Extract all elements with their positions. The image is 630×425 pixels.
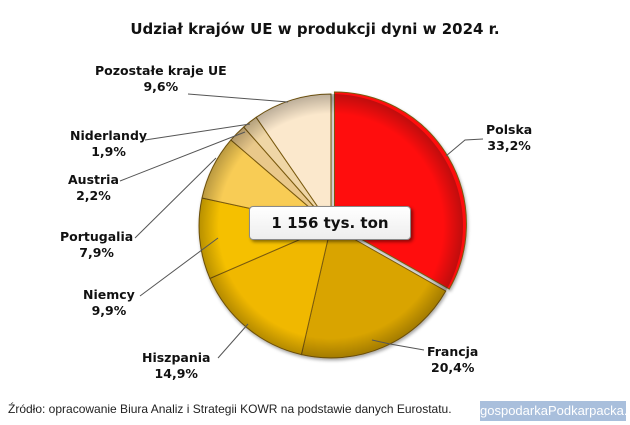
- label-pozostale: Pozostałe kraje UE 9,6%: [95, 63, 227, 94]
- chart-title: Udział krajów UE w produkcji dyni w 2024…: [130, 20, 500, 38]
- label-portugalia: Portugalia 7,9%: [60, 229, 134, 260]
- leader-line-niemcy: [139, 237, 219, 297]
- leader-line-pozostale: [187, 93, 289, 103]
- source-note: Źródło: opracowanie Biura Analiz i Strat…: [8, 402, 452, 416]
- leader-line-austria: [119, 131, 246, 182]
- watermark-link[interactable]: gospodarkaPodkarpacka.pl: [480, 401, 630, 421]
- label-francja: Francja 20,4%: [427, 344, 479, 375]
- leader-line-francja: [371, 339, 425, 351]
- leader-line-polska: [445, 138, 484, 157]
- leader-line-hiszpania: [217, 323, 249, 359]
- label-polska: Polska 33,2%: [486, 122, 533, 153]
- label-austria: Austria 2,2%: [68, 172, 119, 203]
- label-hiszpania: Hiszpania 14,9%: [142, 350, 211, 381]
- label-niemcy: Niemcy 9,9%: [83, 287, 135, 318]
- leader-line-portugalia: [134, 157, 217, 239]
- total-production-box: 1 156 tys. ton: [249, 206, 411, 240]
- label-niderlandy: Niderlandy 1,9%: [70, 128, 148, 159]
- leader-line-niderlandy: [144, 123, 251, 141]
